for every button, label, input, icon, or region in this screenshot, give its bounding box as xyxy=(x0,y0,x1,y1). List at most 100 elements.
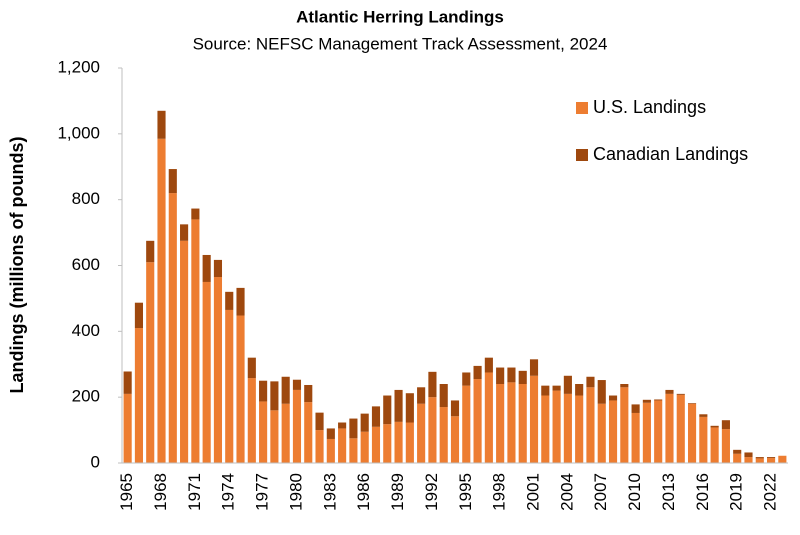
bar-segment xyxy=(213,277,223,463)
x-tick-label: 1998 xyxy=(490,473,509,511)
bar-segment xyxy=(225,291,234,310)
x-tick-label: 1977 xyxy=(253,473,272,511)
bar-segment xyxy=(529,359,539,376)
bar-segment xyxy=(439,384,448,408)
bar-segment xyxy=(462,385,471,463)
x-tick-label: 1986 xyxy=(354,473,373,511)
bar-segment xyxy=(744,457,753,463)
bar-segment xyxy=(213,259,223,278)
bar-segment xyxy=(676,393,685,395)
bar-segment xyxy=(687,403,697,463)
bar-segment xyxy=(642,402,651,463)
bar-segment xyxy=(417,403,426,463)
bar-segment xyxy=(541,395,550,463)
bar-segment xyxy=(191,219,200,463)
bar-segment xyxy=(767,457,776,459)
bar-segment xyxy=(642,399,651,403)
bar-segment xyxy=(259,380,268,402)
bar-segment xyxy=(259,401,268,463)
bar-segment xyxy=(315,430,324,463)
bar-segment xyxy=(292,389,302,463)
bar-segment xyxy=(710,425,719,428)
x-tick-label: 1983 xyxy=(320,473,339,511)
bar-segment xyxy=(417,387,426,404)
bar-segment xyxy=(225,309,234,463)
x-tick-label: 1995 xyxy=(456,473,475,511)
bar-segment xyxy=(721,429,730,463)
bar-segment xyxy=(778,455,787,463)
bar-segment xyxy=(304,402,313,463)
y-tick-label: 0 xyxy=(91,452,100,471)
bar-segment xyxy=(405,422,414,463)
bar-segment xyxy=(699,416,708,463)
y-tick-label: 200 xyxy=(72,387,100,406)
bar-segment xyxy=(191,208,200,220)
bar-segment xyxy=(450,400,460,417)
bar-segment xyxy=(552,385,561,391)
bar-segment xyxy=(597,380,606,404)
chart-title: Atlantic Herring Landings xyxy=(296,7,504,26)
bar-segment xyxy=(326,438,335,463)
bar-segment xyxy=(338,428,347,463)
bar-segment xyxy=(281,376,290,404)
x-tick-label: 2022 xyxy=(761,473,780,511)
bar-segment xyxy=(383,395,392,425)
x-tick-label: 2004 xyxy=(557,473,576,511)
bar-segment xyxy=(563,375,572,394)
x-tick-label: 2010 xyxy=(625,473,644,511)
bar-segment xyxy=(767,458,776,463)
bar-segment xyxy=(608,400,618,463)
bar-segment xyxy=(360,413,369,432)
x-tick-label: 1965 xyxy=(117,473,136,511)
bar-segment xyxy=(157,110,166,139)
y-axis-label: Landings (millions of pounds) xyxy=(7,137,27,394)
bar-segment xyxy=(518,370,527,384)
bar-segment xyxy=(247,378,256,463)
bar-segment xyxy=(371,406,381,427)
y-tick-label: 400 xyxy=(72,321,100,340)
bar-segment xyxy=(507,382,516,463)
bar-segment xyxy=(270,381,279,411)
bar-segment xyxy=(631,404,640,413)
bar-segment xyxy=(496,384,505,463)
bar-segment xyxy=(168,193,177,464)
bar-segment xyxy=(462,372,471,386)
bar-segment xyxy=(315,412,324,431)
legend-swatch xyxy=(576,102,588,114)
bar-segment xyxy=(665,393,674,463)
bar-segment xyxy=(383,424,392,463)
bar-segment xyxy=(620,384,629,388)
legend-swatch xyxy=(576,149,588,161)
bar-segment xyxy=(733,453,742,463)
x-tick-label: 1968 xyxy=(151,473,170,511)
bar-segment xyxy=(665,389,674,394)
bar-segment xyxy=(484,357,493,373)
bar-segment xyxy=(338,422,347,429)
bar-segment xyxy=(575,395,584,463)
bar-segment xyxy=(699,414,708,417)
x-tick-label: 1971 xyxy=(185,473,204,511)
y-tick-label: 1,000 xyxy=(57,123,100,142)
bar-segment xyxy=(349,418,358,439)
legend-label: U.S. Landings xyxy=(593,97,706,117)
bar-segment xyxy=(518,384,527,463)
bar-segment xyxy=(405,393,414,423)
bar-segment xyxy=(304,384,313,403)
bar-segment xyxy=(473,365,482,380)
bar-segment xyxy=(654,399,663,401)
x-tick-label: 2013 xyxy=(659,473,678,511)
y-tick-label: 600 xyxy=(72,255,100,274)
x-tick-label: 1980 xyxy=(286,473,305,511)
y-tick-label: 1,200 xyxy=(57,57,100,76)
x-tick-label: 2007 xyxy=(591,473,610,511)
bar-segment xyxy=(146,240,155,263)
bar-segment xyxy=(281,403,290,463)
bar-segment xyxy=(450,416,460,463)
bar-segment xyxy=(146,262,155,463)
legend-label: Canadian Landings xyxy=(593,144,748,164)
bar-segment xyxy=(439,407,448,463)
bar-segment xyxy=(360,431,369,463)
bar-segment xyxy=(236,287,245,316)
bar-segment xyxy=(507,367,516,383)
